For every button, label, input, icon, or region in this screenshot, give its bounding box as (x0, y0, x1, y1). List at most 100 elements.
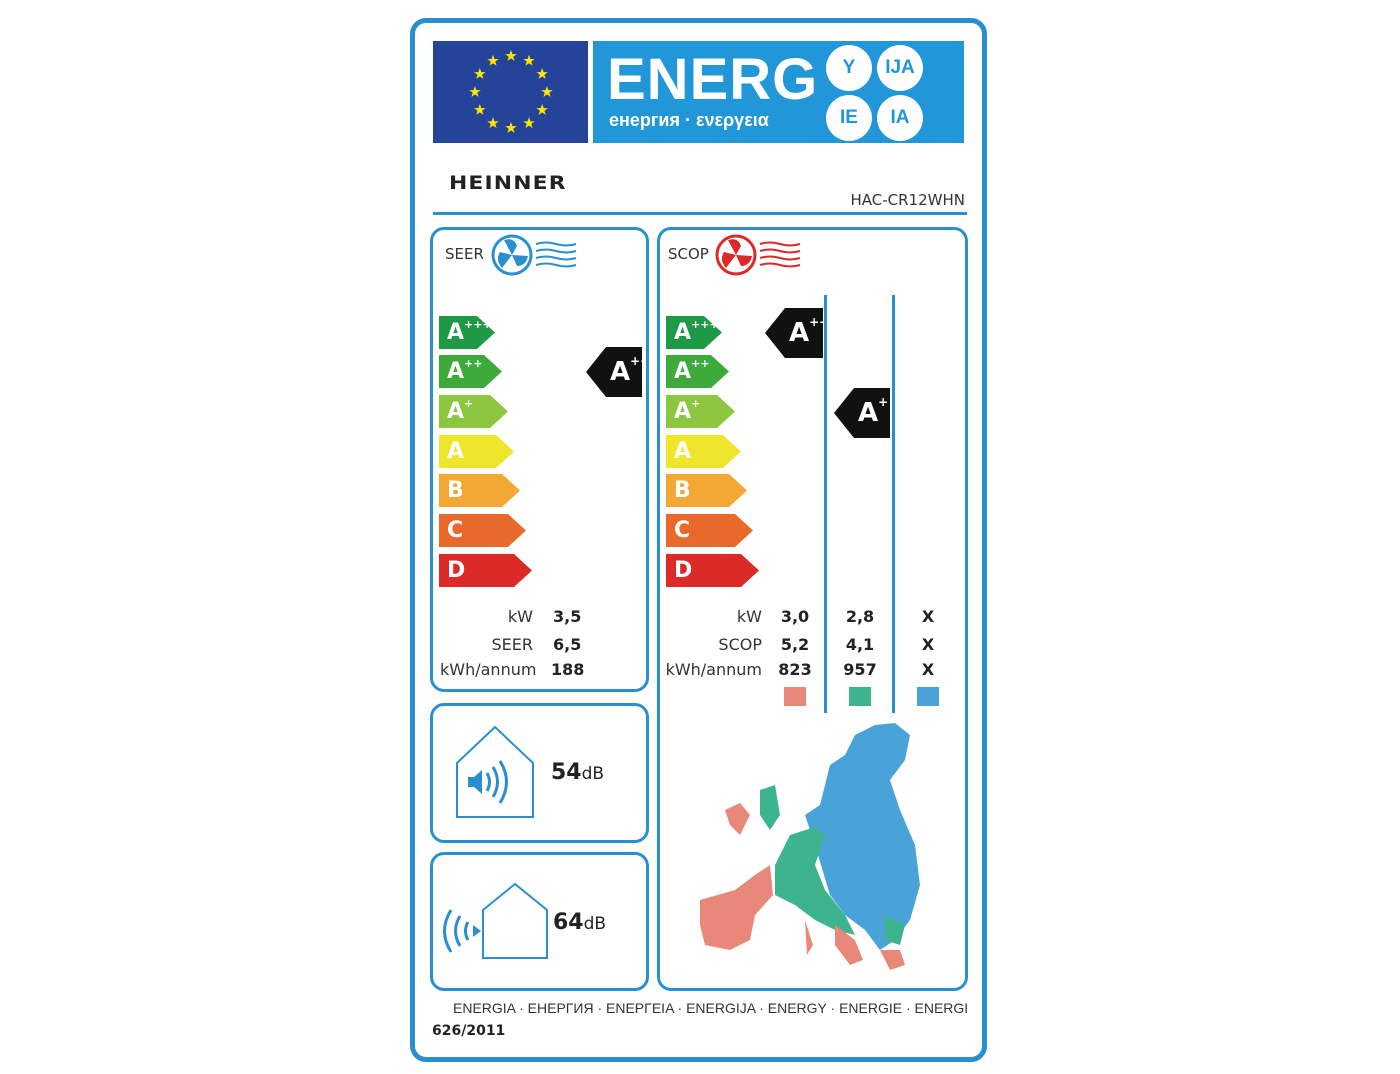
scop-row-label: SCOP (718, 635, 762, 654)
class-letter: A (447, 320, 465, 345)
indoor-db-unit: dB (581, 764, 605, 784)
star-icon (523, 117, 535, 129)
indoor-noise-icon (456, 725, 534, 818)
star-icon (474, 68, 486, 79)
divider (433, 212, 967, 215)
brand-logo: HEINNER (449, 172, 567, 194)
class-sup: + (464, 397, 474, 410)
rating-sup: +++ (809, 315, 823, 329)
class-letter: B (447, 478, 464, 503)
seer-row-label: kWh/annum (440, 660, 537, 679)
footer-languages: ENERGIA · ЕНЕРГИЯ · ΕΝΕΡΓΕΙΑ · ENERGIJA … (453, 1000, 969, 1016)
zone-color-swatch (784, 687, 806, 706)
energy-class-arrow: D (666, 554, 759, 587)
heating-fan-icon (715, 234, 801, 276)
eu-stars-icon (469, 50, 553, 133)
rating-letter: A (789, 318, 810, 348)
model-number: HAC-CR12WHN (850, 191, 965, 209)
star-icon (523, 54, 535, 66)
class-letter: A (674, 399, 692, 424)
star-icon (474, 104, 486, 115)
class-letter: D (674, 558, 693, 583)
outdoor-noise-value: 64dB (553, 910, 606, 935)
energy-class-arrow: C (439, 514, 526, 547)
energy-title: ENERG (607, 47, 819, 112)
seer-title: SEER (445, 245, 484, 263)
class-letter: A (674, 320, 692, 345)
indoor-noise-panel (430, 703, 649, 843)
zone-value: X (921, 660, 935, 679)
class-sup: ++ (464, 357, 483, 370)
suffix-ija: IJA (877, 45, 923, 91)
seer-row-value: 6,5 (553, 635, 582, 654)
heating-panel (657, 227, 968, 991)
zone-value: 3,0 (780, 607, 810, 626)
outdoor-db-unit: dB (583, 914, 607, 934)
outdoor-noise-icon (443, 882, 548, 959)
class-letter: C (447, 518, 464, 543)
energy-class-arrow: A (439, 435, 514, 468)
class-letter: A (447, 439, 465, 464)
energy-class-arrow: C (666, 514, 753, 547)
class-letter: A (447, 359, 465, 384)
map-zone-warmer (700, 803, 905, 970)
zone-value: 2,8 (845, 607, 875, 626)
star-icon (541, 86, 553, 97)
rating-sup: + (878, 395, 889, 409)
class-sup: ++ (691, 357, 710, 370)
cooling-fan-icon (491, 234, 577, 276)
energy-class-arrow: B (439, 474, 520, 507)
europe-climate-map (700, 723, 920, 970)
class-letter: C (674, 518, 691, 543)
scop-title: SCOP (668, 245, 709, 263)
class-letter: B (674, 478, 691, 503)
star-icon (505, 50, 517, 61)
regulation-number: 626/2011 (432, 1023, 506, 1039)
energy-band: ENERG енергия · ενεργεια Y IJA IE IA (593, 41, 964, 143)
rating-letter: A (858, 398, 879, 428)
energy-subtitle: енергия · ενεργεια (609, 110, 769, 130)
star-icon (469, 86, 481, 97)
seer-row-value: 3,5 (553, 607, 582, 626)
zone-value: X (921, 607, 935, 626)
column-divider (892, 295, 895, 713)
energy-class-arrow: B (666, 474, 747, 507)
suffix-ia: IA (877, 95, 923, 141)
star-icon (536, 68, 548, 79)
star-icon (536, 104, 548, 115)
outdoor-db-number: 64 (553, 910, 584, 935)
eu-flag (433, 41, 588, 143)
class-letter: A (674, 359, 692, 384)
map-zone-colder (805, 723, 920, 950)
scop-row-label: kWh/annum (665, 660, 762, 679)
zone-value: 823 (778, 660, 812, 679)
suffix-ie: IE (826, 95, 872, 141)
seer-row-label: SEER (491, 635, 534, 654)
zone-color-swatch (917, 687, 939, 706)
class-letter: D (447, 558, 466, 583)
cooling-panel (430, 227, 649, 692)
star-icon (505, 122, 517, 133)
star-icon (487, 117, 499, 129)
scop-row-label: kW (736, 607, 762, 626)
class-letter: A (447, 399, 465, 424)
indoor-noise-value: 54dB (551, 760, 604, 785)
indoor-db-number: 54 (551, 760, 582, 785)
column-divider (824, 295, 827, 713)
star-icon (487, 54, 499, 66)
class-sup: + (691, 397, 701, 410)
energy-label-frame (410, 18, 987, 1062)
zone-value: 957 (843, 660, 877, 679)
seer-row-value: 188 (551, 660, 585, 679)
zone-value: X (921, 635, 935, 654)
zone-value: 4,1 (845, 635, 875, 654)
class-letter: A (674, 439, 692, 464)
seer-row-label: kW (507, 607, 533, 626)
seer-rating-letter: A (610, 357, 631, 387)
map-zone-average (760, 785, 905, 945)
energy-class-arrow: D (439, 554, 532, 587)
zone-color-swatch (849, 687, 871, 706)
seer-rating-sup: ++ (630, 354, 651, 368)
outdoor-noise-panel (430, 852, 649, 991)
suffix-y: Y (826, 45, 872, 91)
